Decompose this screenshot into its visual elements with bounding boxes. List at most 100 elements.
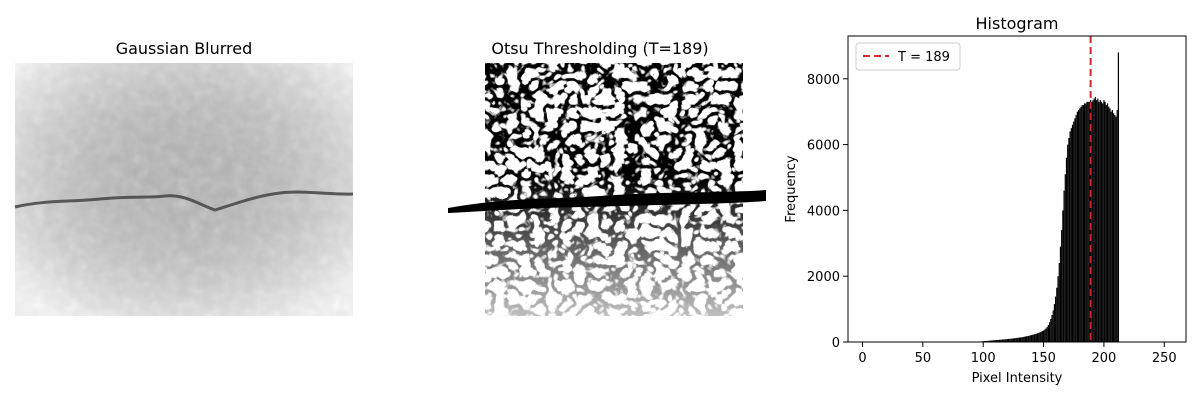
histogram-bar <box>1091 101 1093 342</box>
histogram-bar <box>1075 114 1077 342</box>
histogram-bar <box>989 340 992 342</box>
histogram-bar <box>1024 336 1027 342</box>
otsu-image <box>448 63 766 316</box>
panel-title-otsu: Otsu Thresholding (T=189) <box>491 39 708 58</box>
histogram-bar <box>1005 339 1007 342</box>
histogram-bar <box>1042 330 1045 342</box>
histogram-bar <box>1011 338 1013 342</box>
histogram-bar <box>1046 326 1048 342</box>
histogram-bar <box>1067 144 1069 342</box>
x-tick-label: 50 <box>915 351 932 366</box>
histogram-bar <box>1044 329 1046 342</box>
histogram-bar <box>1084 103 1086 342</box>
histogram-bar <box>993 340 995 342</box>
chart-title: Histogram <box>976 14 1059 33</box>
histogram-bar <box>1003 339 1005 342</box>
histogram-bar <box>1016 337 1018 342</box>
histogram-bar <box>1068 138 1070 342</box>
histogram-bar <box>1082 105 1084 342</box>
histogram-bar <box>1007 338 1010 342</box>
histogram-bar <box>1112 113 1115 342</box>
histogram-bar <box>1058 263 1060 342</box>
histogram-bar <box>1099 100 1101 342</box>
histogram-bar <box>995 340 998 342</box>
histogram-bar <box>1017 337 1019 342</box>
histogram-bar <box>1036 333 1039 342</box>
histogram-bar <box>1053 304 1056 342</box>
histogram-bar <box>1009 338 1011 342</box>
histogram-bar <box>1079 108 1081 342</box>
histogram-bar <box>1092 100 1094 342</box>
histogram-bar <box>1076 111 1078 342</box>
x-tick-label: 150 <box>1031 351 1056 366</box>
histogram-bar <box>998 339 1000 342</box>
histogram-bar <box>1116 110 1118 342</box>
histogram-bar <box>1051 315 1053 342</box>
crack-line <box>14 190 354 212</box>
legend: T = 189 <box>855 42 961 71</box>
x-tick-label: 250 <box>1152 351 1177 366</box>
histogram-bar <box>1021 337 1023 342</box>
gaussian-image <box>14 63 354 316</box>
panel-title-gaussian: Gaussian Blurred <box>116 39 253 58</box>
histogram-bar <box>1100 101 1103 342</box>
histogram-bar <box>1103 100 1105 342</box>
y-tick-label: 0 <box>832 336 840 351</box>
histogram-bar <box>1097 98 1099 342</box>
histogram-bar <box>1018 337 1021 342</box>
histogram-bar <box>1063 190 1065 342</box>
histogram-bar <box>1074 118 1076 342</box>
histogram-bar <box>987 340 989 342</box>
x-axis-ticks: 0 50 100 150 200 250 <box>858 342 1177 366</box>
histogram-bar <box>1052 310 1054 342</box>
histogram-bar <box>1023 336 1025 342</box>
histogram-bar <box>992 340 994 342</box>
histogram-bar <box>1015 338 1017 342</box>
otsu-crack-band <box>448 190 766 213</box>
histogram-bar <box>1012 338 1014 342</box>
histogram-bar <box>1062 210 1064 342</box>
histogram-bar <box>1041 331 1043 342</box>
histogram-bar <box>1096 100 1098 342</box>
histogram-bar <box>1081 105 1083 342</box>
histogram-bar <box>1094 96 1097 342</box>
histogram-bar <box>1006 339 1008 342</box>
histogram-bar <box>1050 318 1052 342</box>
histogram-bar <box>1048 322 1051 342</box>
x-tick-label: 0 <box>858 351 866 366</box>
histogram-bar <box>1086 101 1088 342</box>
histogram-bar <box>1077 110 1080 342</box>
histogram-bar <box>994 340 996 342</box>
histogram-bar <box>1087 101 1089 342</box>
histogram-bar <box>1073 121 1075 342</box>
histogram-bar <box>1098 101 1100 342</box>
y-tick-label: 2000 <box>807 270 840 285</box>
histogram-bar <box>1080 106 1082 342</box>
legend-box <box>855 42 961 71</box>
histogram-bar <box>1010 338 1012 342</box>
histogram-bar <box>1032 334 1034 342</box>
y-tick-label: 6000 <box>807 139 840 154</box>
histogram-bar <box>1004 339 1006 342</box>
histogram-bar <box>1013 338 1016 342</box>
histogram-bar <box>1039 332 1041 342</box>
histogram-bar <box>1114 114 1116 342</box>
histogram-bar <box>1057 276 1059 342</box>
histogram-bar <box>1070 128 1072 342</box>
histogram-bar <box>1109 108 1111 342</box>
histogram-bar <box>1028 335 1030 342</box>
histogram-bar <box>1105 105 1107 342</box>
histogram-bar <box>1055 296 1057 342</box>
histogram-bar <box>999 339 1001 342</box>
y-axis-ticks: 0 2000 4000 6000 8000 <box>807 73 848 351</box>
histogram-bar <box>1000 339 1002 342</box>
y-axis-label: Frequency <box>784 155 799 222</box>
histogram-bar <box>1115 116 1117 342</box>
histogram-bar <box>1059 246 1062 342</box>
x-tick-label: 200 <box>1092 351 1117 366</box>
histogram-bar <box>997 340 999 342</box>
histogram-bar <box>1035 333 1037 342</box>
histogram-bar <box>1027 336 1029 342</box>
histogram-bar <box>1001 339 1004 342</box>
